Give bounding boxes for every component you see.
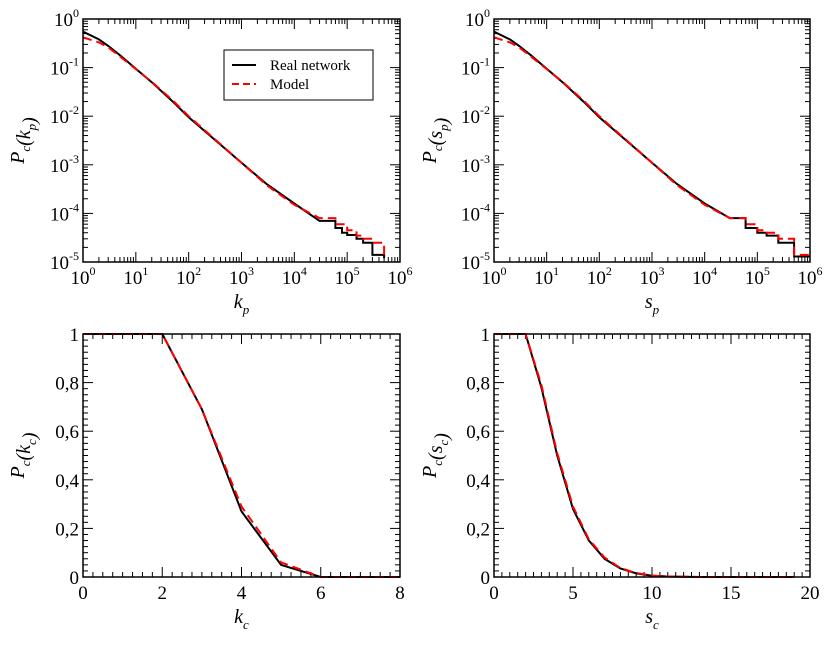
series-real-network-line [83, 30, 386, 259]
y-tick-label: 0,4 [466, 471, 490, 492]
series-model-line [494, 36, 810, 257]
y-tick-label: 10-1 [50, 55, 79, 80]
x-tick-label: 2 [158, 583, 168, 604]
y-axis-label: Pc(sc) [419, 433, 453, 479]
y-tick-label: 10-1 [461, 55, 490, 80]
x-tick-label: 105 [335, 264, 360, 289]
y-tick-label: 1 [481, 325, 491, 346]
legend: Real network Model [223, 49, 374, 101]
tick-labels: 100 101 102 103 104 105 106 100 10-1 10-2 10-3 10-4… [461, 6, 823, 289]
series-model-line [494, 333, 795, 578]
tick-labels: 0 2 4 6 8 1 0,8 0,6 0,4 0,2 0 [55, 325, 405, 604]
x-axis-label: kc [234, 606, 249, 632]
y-tick-label: 0,8 [466, 374, 490, 395]
y-tick-label: 0 [70, 568, 80, 589]
axis-ticks [493, 18, 811, 263]
y-tick-label: 0,2 [55, 519, 79, 540]
panel-top-right-strength-pp: 100 101 102 103 104 105 106 100 10-1 10-2 10-3 10-4… [419, 6, 823, 317]
x-tick-label: 106 [388, 264, 413, 289]
x-tick-label: 101 [534, 264, 559, 289]
x-tick-label: 102 [587, 264, 612, 289]
x-tick-label: 5 [568, 583, 578, 604]
y-tick-label: 10-4 [50, 200, 79, 225]
x-tick-label: 20 [801, 583, 820, 604]
x-axis-label: kp [234, 291, 250, 317]
plot-frame [493, 18, 811, 263]
x-tick-label: 4 [237, 583, 247, 604]
axis-ticks [493, 333, 811, 578]
tick-labels: 100 101 102 103 104 105 106 100 10-1 10-2 10-3 10-4… [50, 6, 413, 289]
y-tick-label: 0,6 [55, 422, 79, 443]
x-tick-label: 103 [229, 264, 254, 289]
axis-ticks [82, 18, 401, 263]
y-tick-label: 10-3 [50, 152, 79, 177]
y-axis-label: Pc(kc) [7, 432, 41, 479]
x-tick-label: 104 [692, 264, 717, 289]
x-tick-label: 6 [316, 583, 326, 604]
x-tick-label: 0 [489, 583, 499, 604]
y-tick-label: 100 [465, 6, 490, 31]
y-tick-label: 10-2 [461, 103, 490, 128]
x-tick-label: 100 [482, 264, 507, 289]
y-tick-label: 100 [54, 6, 79, 31]
panel-bottom-left-degree-pc: 0 2 4 6 8 1 0,8 0,6 0,4 0,2 0 kc Pc(kc) [7, 325, 405, 632]
x-tick-label: 105 [745, 264, 770, 289]
x-axis-label: sc [645, 606, 659, 632]
legend-label-real: Real network [270, 58, 351, 74]
y-tick-label: 10-2 [50, 103, 79, 128]
y-tick-label: 10-5 [50, 249, 79, 274]
x-tick-label: 102 [176, 264, 201, 289]
y-axis-label: Pc(sp) [419, 117, 453, 164]
y-tick-label: 0,2 [466, 519, 490, 540]
x-tick-label: 8 [395, 583, 405, 604]
plot-frame [82, 333, 401, 578]
plot-frame [493, 333, 811, 578]
series-model-line [83, 36, 386, 257]
plot-frame [82, 18, 401, 263]
y-tick-label: 1 [70, 325, 80, 346]
y-tick-label: 10-4 [461, 200, 490, 225]
series-real-network-line [83, 333, 400, 578]
x-tick-label: 104 [282, 264, 307, 289]
x-tick-label: 106 [798, 264, 823, 289]
y-tick-label: 0,8 [55, 374, 79, 395]
series-real-network-line [494, 30, 810, 258]
x-axis-label: sp [645, 291, 660, 317]
x-tick-label: 100 [71, 264, 96, 289]
legend-box [223, 49, 374, 101]
y-axis-label: Pc(kp) [7, 117, 41, 165]
x-tick-label: 103 [640, 264, 665, 289]
x-tick-label: 0 [78, 583, 88, 604]
x-tick-label: 10 [643, 583, 662, 604]
series-model-line [83, 333, 400, 578]
legend-label-model: Model [270, 77, 309, 93]
y-tick-label: 0,4 [55, 471, 79, 492]
y-tick-label: 0 [481, 568, 491, 589]
axis-ticks [82, 333, 401, 578]
y-tick-label: 10-3 [461, 152, 490, 177]
panel-top-left-degree-pp: 100 101 102 103 104 105 106 100 10-1 10-2 10-3 10-4… [7, 6, 413, 317]
y-tick-label: 10-5 [461, 249, 490, 274]
panel-bottom-right-strength-pc: 0 5 10 15 20 1 0,8 0,6 0,4 0,2 0 sc Pc(sc) [419, 325, 820, 632]
x-tick-label: 15 [722, 583, 741, 604]
series-real-network-line [494, 333, 795, 578]
y-tick-label: 0,6 [466, 422, 490, 443]
tick-labels: 0 5 10 15 20 1 0,8 0,6 0,4 0,2 0 [466, 325, 819, 604]
x-tick-label: 101 [123, 264, 148, 289]
